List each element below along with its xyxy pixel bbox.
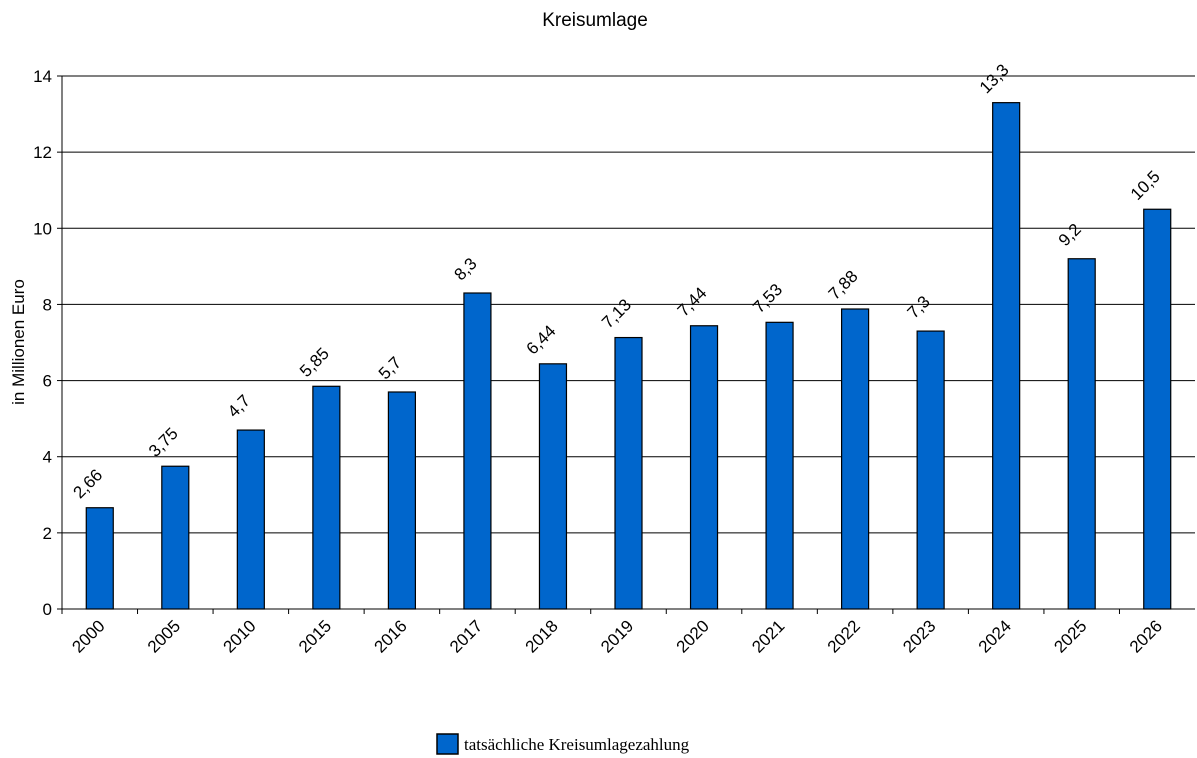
y-tick-label: 4 (43, 448, 52, 467)
x-tick-label: 2017 (446, 616, 486, 656)
bar (236, 429, 265, 610)
value-label: 6,44 (523, 322, 560, 359)
x-tick-label: 2026 (1126, 616, 1166, 656)
bar (312, 385, 341, 610)
x-tick-label: 2023 (899, 616, 939, 656)
value-label: 13,3 (976, 60, 1013, 97)
value-label: 2,66 (69, 465, 106, 502)
bar (992, 102, 1021, 610)
value-label: 7,44 (674, 283, 711, 320)
y-axis-label: in Millionen Euro (9, 279, 28, 405)
x-tick-label: 2019 (597, 616, 637, 656)
bar (765, 321, 794, 610)
value-label: 7,3 (904, 292, 934, 322)
y-tick-label: 14 (33, 67, 52, 86)
y-tick-label: 12 (33, 143, 52, 162)
bar (1067, 258, 1096, 610)
x-tick-label: 2010 (219, 616, 259, 656)
value-label: 7,53 (749, 280, 786, 317)
bar (916, 330, 945, 610)
value-label: 4,7 (224, 391, 254, 421)
bar (538, 363, 568, 610)
bar (689, 325, 719, 610)
y-tick-label: 2 (43, 524, 52, 543)
x-tick-label: 2018 (522, 616, 562, 656)
x-tick-label: 2024 (975, 616, 1015, 656)
bar (463, 292, 492, 610)
bar (1143, 208, 1172, 610)
y-tick-label: 6 (43, 372, 52, 391)
bar (840, 308, 870, 610)
x-tick-label: 2005 (144, 616, 184, 656)
bar (161, 465, 190, 610)
x-tick-label: 2000 (68, 616, 108, 656)
chart-title: Kreisumlage (542, 10, 648, 31)
y-tick-label: 10 (33, 219, 52, 238)
value-label: 7,13 (598, 295, 635, 332)
x-tick-label: 2022 (824, 616, 864, 656)
legend-label: tatsächliche Kreisumlagezahlung (464, 735, 690, 754)
bar (85, 507, 114, 610)
value-label: 10,5 (1127, 167, 1164, 204)
legend-swatch (436, 733, 459, 755)
value-label: 5,85 (296, 344, 333, 381)
value-label: 3,75 (145, 424, 182, 461)
bar (614, 336, 643, 610)
x-tick-label: 2015 (295, 616, 335, 656)
x-tick-label: 2025 (1050, 616, 1090, 656)
value-label: 7,88 (825, 267, 862, 304)
x-tick-label: 2020 (673, 616, 713, 656)
x-tick-label: 2016 (371, 616, 411, 656)
x-tick-label: 2021 (748, 616, 788, 656)
y-tick-label: 8 (43, 295, 52, 314)
y-tick-label: 0 (43, 600, 52, 619)
value-label: 5,7 (375, 353, 405, 383)
bar (387, 391, 416, 610)
value-label: 9,2 (1055, 220, 1085, 250)
value-label: 8,3 (450, 254, 480, 284)
